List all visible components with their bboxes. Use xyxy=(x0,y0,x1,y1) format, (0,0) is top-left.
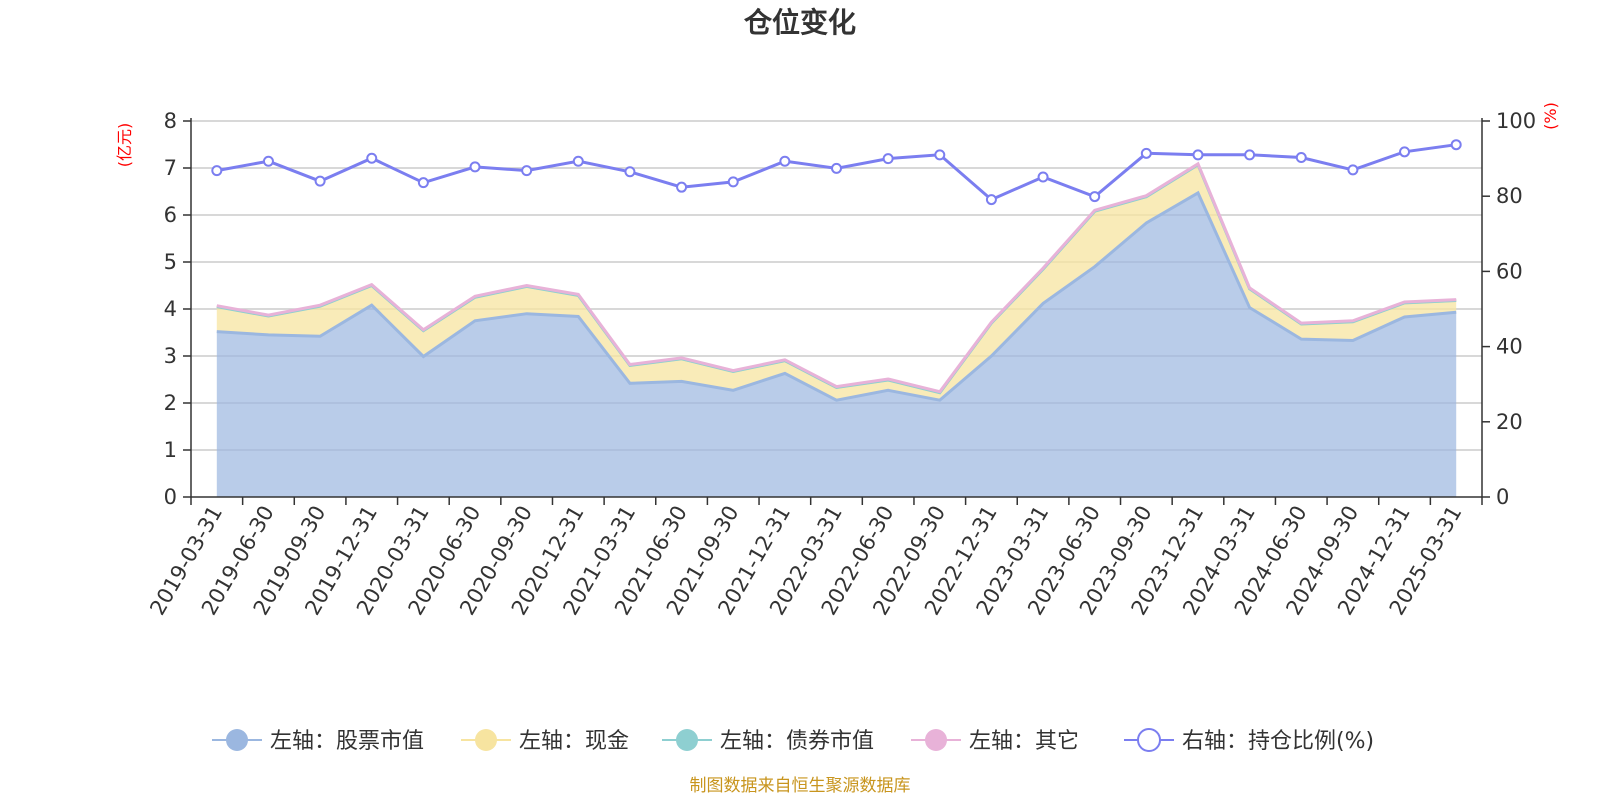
legend-marker xyxy=(925,729,947,751)
left-tick-label: 6 xyxy=(164,203,177,227)
legend-label: 左轴：债券市值 xyxy=(720,729,874,754)
right-tick-label: 80 xyxy=(1496,184,1523,208)
data-point xyxy=(1192,149,1204,161)
legend-label: 左轴：股票市值 xyxy=(270,729,424,754)
legend-item: 左轴：其它 xyxy=(911,729,1079,754)
legend-label: 右轴：持仓比例(%) xyxy=(1182,729,1374,754)
data-point xyxy=(1399,146,1411,158)
data-point xyxy=(366,152,378,164)
data-point xyxy=(1295,151,1307,163)
legend-label: 左轴：现金 xyxy=(519,729,629,754)
right-tick-label: 0 xyxy=(1496,485,1509,509)
left-tick-label: 2 xyxy=(164,391,177,415)
legend-marker xyxy=(475,729,497,751)
left-tick-label: 3 xyxy=(164,344,177,368)
data-source-note: 制图数据来自恒生聚源数据库 xyxy=(690,776,911,796)
data-point xyxy=(1450,139,1462,151)
right-axis-unit: (%) xyxy=(1541,102,1560,130)
left-tick-label: 8 xyxy=(164,109,177,133)
series-line-左轴：股票市值 xyxy=(216,190,1457,402)
legend-item: 左轴：债券市值 xyxy=(662,729,874,754)
data-point xyxy=(676,181,688,193)
data-point xyxy=(831,162,842,174)
left-tick-label: 0 xyxy=(164,485,177,509)
data-point xyxy=(882,153,894,165)
left-tick-label: 1 xyxy=(164,438,177,462)
area-左轴：股票市值 xyxy=(216,192,1457,497)
data-point xyxy=(469,161,481,173)
left-tick-label: 4 xyxy=(164,297,177,321)
left-axis-unit: (亿元) xyxy=(115,123,134,168)
legend-marker xyxy=(1137,728,1161,752)
legend-item: 左轴：股票市值 xyxy=(212,729,424,754)
data-point xyxy=(417,177,429,189)
legend-label: 左轴：其它 xyxy=(969,729,1079,754)
chart-title: 仓位变化 xyxy=(744,6,856,39)
data-point xyxy=(1244,149,1256,161)
legend-marker xyxy=(676,729,698,751)
legend-item: 左轴：现金 xyxy=(461,729,629,754)
data-point xyxy=(1037,171,1049,183)
data-point xyxy=(1089,191,1101,203)
data-point xyxy=(727,176,739,188)
line-series xyxy=(211,139,1462,402)
area-series xyxy=(216,163,1457,497)
data-point xyxy=(262,155,274,167)
data-point xyxy=(314,175,326,187)
right-tick-label: 20 xyxy=(1496,410,1523,434)
data-point xyxy=(211,165,223,177)
right-tick-label: 60 xyxy=(1496,259,1523,283)
series-line-左轴：其它 xyxy=(216,161,1457,394)
legend-marker xyxy=(226,729,248,751)
data-point xyxy=(985,194,997,206)
left-tick-label: 5 xyxy=(164,250,177,274)
data-point xyxy=(624,166,636,178)
data-point xyxy=(934,149,946,161)
data-point xyxy=(572,155,584,167)
data-point xyxy=(1140,147,1152,159)
right-tick-label: 40 xyxy=(1496,335,1523,359)
data-point xyxy=(779,155,791,167)
data-point xyxy=(521,165,533,177)
legend-item: 右轴：持仓比例(%) xyxy=(1124,728,1374,754)
data-point xyxy=(1347,164,1359,176)
right-tick-label: 100 xyxy=(1496,109,1536,133)
legend: 左轴：股票市值 左轴：现金 左轴：债券市值 左轴：其它 右轴：持仓比例(%) xyxy=(212,728,1374,754)
left-tick-label: 7 xyxy=(164,156,177,180)
